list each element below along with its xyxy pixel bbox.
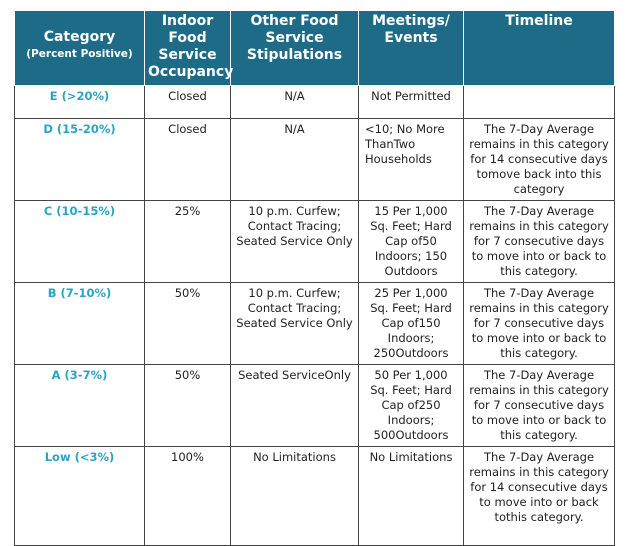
table-cell (463, 85, 615, 119)
table-cell: Not Permitted (358, 85, 464, 119)
table-row: Low (<3%) 100% No Limitations No Limitation… (14, 446, 615, 546)
phase-table: Category (Percent Positive) Indoor Food Se… (14, 10, 615, 546)
header-cell: Indoor Food Service Occupancy (144, 10, 233, 86)
table-cell: 25% (144, 200, 231, 283)
table-row: D (15-20%) Closed N/A <10; No More ThanTwo … (14, 118, 615, 201)
table-cell: The 7-Day Average remains in this catego… (463, 364, 615, 447)
category-cell: B (7-10%) (14, 282, 145, 365)
table-row: B (7-10%) 50% 10 p.m. Curfew; Contact Trac… (14, 282, 615, 365)
table-cell: N/A (230, 118, 359, 201)
table-cell: 50% (144, 282, 231, 365)
category-cell: D (15-20%) (14, 118, 145, 201)
header-cell: Timeline (463, 10, 615, 86)
table-cell: The 7-Day Average remains in this catego… (463, 282, 615, 365)
category-cell: C (10-15%) (14, 200, 145, 283)
header-row: Category (Percent Positive) Indoor Food Se… (14, 10, 615, 86)
table-cell: 50% (144, 364, 231, 447)
table-cell: 50 Per 1,000 Sq. Feet; Hard Cap of250 In… (358, 364, 464, 447)
table-cell: 15 Per 1,000 Sq. Feet; Hard Cap of50 Ind… (358, 200, 464, 283)
table-cell: No Limitations (230, 446, 359, 546)
table-cell: Closed (144, 85, 231, 119)
table-cell: Closed (144, 118, 231, 201)
table-cell: 100% (144, 446, 231, 546)
table-cell: The 7-Day Average remains in this catego… (463, 200, 615, 283)
table-row: E (>20%) Closed N/A Not Permitted (14, 85, 615, 119)
table-cell: The 7-Day Average remains in this catego… (463, 118, 615, 201)
table-cell: No Limitations (358, 446, 464, 546)
table-cell: 10 p.m. Curfew; Contact Tracing; Seated … (230, 282, 359, 365)
table-cell: 10 p.m. Curfew; Contact Tracing; Seated … (230, 200, 359, 283)
table-header: Category (Percent Positive) Indoor Food Se… (14, 10, 615, 86)
header-title: Category (43, 29, 116, 45)
table-cell: 25 Per 1,000 Sq. Feet; Hard Cap of150 In… (358, 282, 464, 365)
header-cell: Category (Percent Positive) (14, 10, 145, 86)
table-row: C (10-15%) 25% 10 p.m. Curfew; Contact Tra… (14, 200, 615, 283)
table-body: E (>20%) Closed N/A Not Permitted D (15-20%)… (14, 85, 615, 546)
category-cell: Low (<3%) (14, 446, 145, 546)
header-subtitle: (Percent Positive) (26, 48, 133, 60)
table-row: A (3-7%) 50% Seated ServiceOnly 50 Per 1,00… (14, 364, 615, 447)
header-cell: Meetings/ Events (358, 10, 464, 86)
table-cell: The 7-Day Average remains in this catego… (463, 446, 615, 546)
table-cell: <10; No More ThanTwo Households (358, 118, 464, 201)
header-cell: Other Food Service Stipulations (230, 10, 359, 86)
category-cell: E (>20%) (14, 85, 145, 119)
table-cell: N/A (230, 85, 359, 119)
category-cell: A (3-7%) (14, 364, 145, 447)
table-cell: Seated ServiceOnly (230, 364, 359, 447)
